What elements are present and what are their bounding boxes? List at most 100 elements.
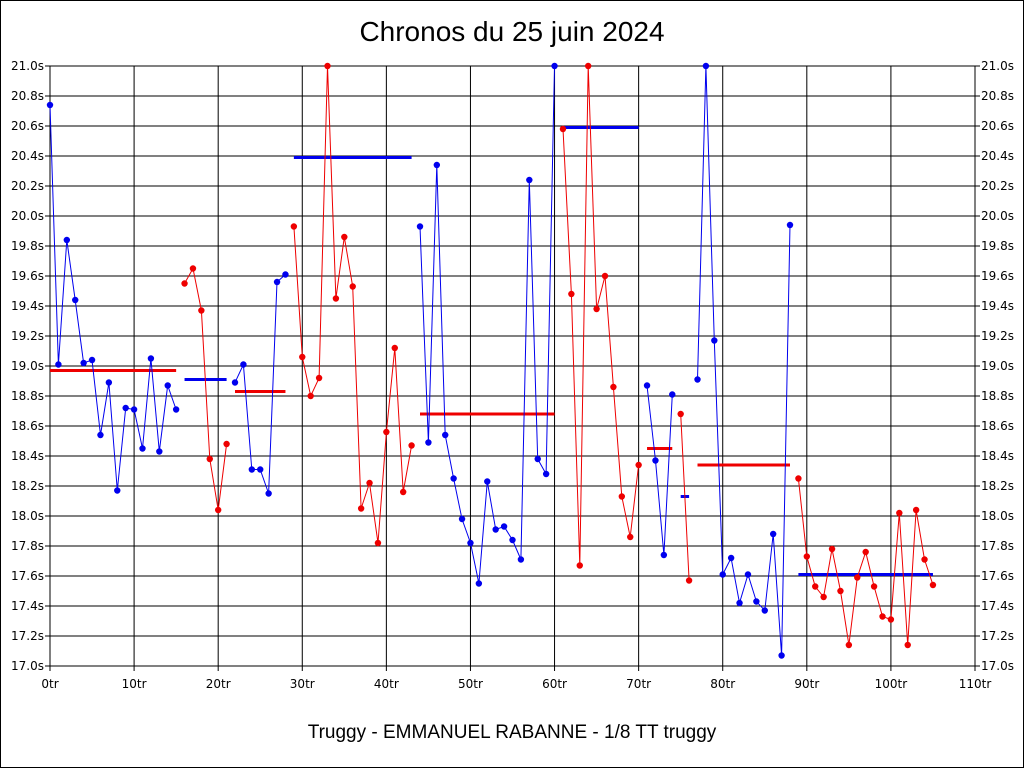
data-point: [181, 280, 188, 287]
data-point: [97, 431, 104, 439]
series-line: [680, 413, 690, 581]
data-point: [803, 553, 811, 560]
y-tick-label-right: 20.4s: [981, 149, 1014, 163]
data-point: [231, 379, 239, 386]
data-point: [214, 506, 222, 514]
y-tick-label-right: 18.4s: [981, 449, 1014, 463]
data-point: [72, 296, 79, 304]
data-point: [828, 545, 836, 553]
data-point: [509, 536, 516, 544]
data-point: [63, 236, 71, 244]
data-point: [172, 406, 180, 413]
series-line: [646, 385, 673, 556]
data-point: [391, 344, 398, 352]
data-point: [845, 641, 853, 649]
data-point: [627, 533, 634, 541]
data-point: [862, 548, 869, 556]
y-tick-label-left: 19.2s: [11, 329, 44, 343]
data-point: [349, 283, 356, 290]
data-point: [324, 62, 331, 70]
series-line: [419, 65, 555, 584]
y-tick-label-left: 17.0s: [11, 659, 44, 673]
y-tick-label-left: 19.8s: [11, 239, 44, 253]
y-tick-label-right: 19.2s: [981, 329, 1014, 343]
y-tick-label-right: 17.8s: [981, 539, 1014, 553]
data-point: [929, 581, 937, 589]
data-point: [610, 383, 617, 391]
data-point: [88, 356, 96, 364]
data-point: [408, 442, 415, 449]
data-point: [559, 125, 567, 133]
data-point: [257, 466, 264, 473]
data-point: [46, 101, 54, 109]
series-run-9: [694, 62, 794, 659]
y-tick-label-right: 17.6s: [981, 569, 1014, 583]
data-point: [122, 404, 129, 412]
series-line: [293, 65, 413, 544]
x-tick-label: 30tr: [290, 677, 315, 691]
data-point: [114, 487, 121, 494]
data-point: [812, 583, 819, 590]
data-point: [601, 272, 609, 280]
y-tick-label-left: 19.0s: [11, 359, 44, 373]
x-tick-label: 10tr: [122, 677, 147, 691]
data-point: [290, 223, 298, 230]
y-tick-label-right: 19.0s: [981, 359, 1014, 373]
data-point: [484, 478, 491, 485]
data-point: [374, 539, 382, 547]
series-line: [234, 274, 286, 494]
data-point: [643, 382, 651, 389]
data-point: [669, 391, 676, 398]
data-point: [206, 455, 213, 463]
data-point: [921, 556, 928, 563]
y-tick-label-left: 18.6s: [11, 419, 44, 433]
data-point: [273, 278, 281, 286]
data-point: [912, 506, 920, 514]
data-point: [736, 599, 743, 607]
data-point: [492, 526, 499, 533]
data-point: [837, 587, 844, 595]
y-tick-label-right: 18.8s: [981, 389, 1014, 403]
data-point: [130, 406, 138, 413]
y-tick-label-right: 17.4s: [981, 599, 1014, 613]
data-point: [105, 379, 113, 386]
data-point: [139, 445, 146, 452]
data-point: [357, 505, 365, 512]
data-point: [887, 616, 895, 623]
y-tick-label-right: 21.0s: [981, 59, 1014, 73]
data-point: [248, 466, 256, 473]
x-tick-label: 100tr: [875, 677, 908, 691]
data-point: [854, 574, 861, 581]
series-run-6: [559, 62, 642, 569]
data-point: [568, 290, 575, 298]
series-run-3: [231, 271, 289, 497]
data-point: [332, 295, 340, 302]
y-tick-label-right: 18.0s: [981, 509, 1014, 523]
data-point: [593, 305, 600, 313]
data-point: [727, 554, 735, 562]
x-tick-label: 50tr: [458, 677, 483, 691]
data-point: [576, 562, 583, 569]
data-point: [584, 62, 592, 70]
data-point: [164, 382, 171, 389]
series-run-1: [46, 101, 180, 494]
y-tick-label-right: 17.0s: [981, 659, 1014, 673]
y-tick-label-left: 21.0s: [11, 59, 44, 73]
data-point: [879, 613, 886, 620]
data-point: [795, 475, 802, 482]
y-tick-label-left: 17.2s: [11, 629, 44, 643]
data-point: [761, 607, 768, 614]
y-tick-label-left: 17.4s: [11, 599, 44, 613]
series-run-2: [181, 265, 230, 514]
data-point: [719, 571, 726, 578]
data-point: [904, 641, 911, 649]
data-point: [240, 361, 247, 368]
y-tick-label-right: 17.2s: [981, 629, 1014, 643]
x-tick-label: 40tr: [374, 677, 399, 691]
data-point: [425, 439, 432, 446]
x-tick-label: 0tr: [41, 677, 58, 691]
y-tick-label-left: 20.2s: [11, 179, 44, 193]
data-point: [315, 374, 323, 382]
data-point: [341, 233, 348, 241]
